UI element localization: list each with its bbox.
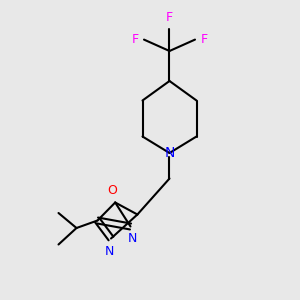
Text: F: F	[131, 33, 139, 46]
Text: N: N	[164, 146, 175, 160]
Text: F: F	[200, 33, 208, 46]
Text: N: N	[105, 245, 114, 258]
Text: O: O	[107, 184, 117, 197]
Text: F: F	[166, 11, 173, 24]
Text: N: N	[128, 232, 138, 245]
